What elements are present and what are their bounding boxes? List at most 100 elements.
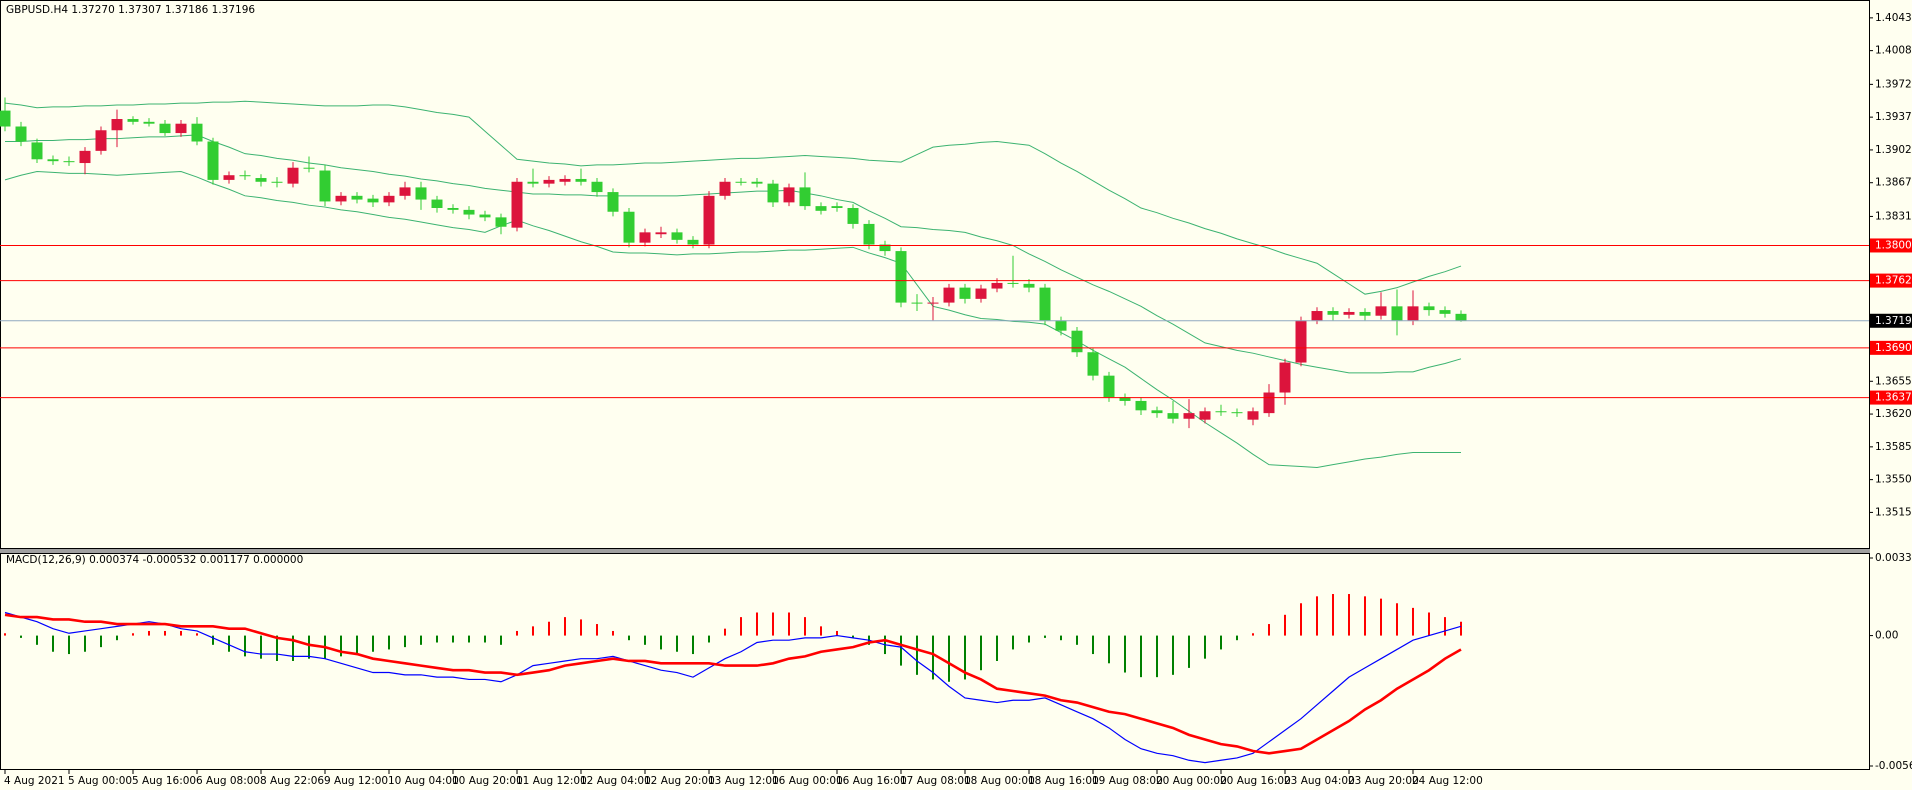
indicator-line [4,611,1462,764]
candle-body [1135,400,1147,411]
bollinger-middle [5,134,1462,374]
candle-body [1343,311,1355,315]
candle-body [1263,392,1275,414]
x-tick-label: 10 Aug 04:00 [388,775,459,787]
x-tick-label: 11 Aug 12:00 [516,775,587,787]
y-tick-label: 1.35500 [1875,474,1912,486]
candle-body [1151,410,1163,414]
candle-body [1119,397,1131,401]
candle-body [607,192,619,212]
x-tick-label: 12 Aug 20:00 [644,775,715,787]
candle-body [79,150,91,164]
candle-body [191,123,203,142]
x-tick-label: 4 Aug 2021 [4,775,65,787]
x-tick-label: 5 Aug 16:00 [132,775,196,787]
candle-body [927,302,939,304]
candle-body [1407,306,1419,321]
y-tick-label: 0.00336 [1875,552,1912,564]
level-label: 1.38000 [1875,239,1912,251]
candle-body [1023,283,1035,288]
chart-layer: 1.40430 1.40080 1.39720 1.39370 1.39020 1.386… [0,12,1912,787]
candle-body [975,288,987,299]
x-tick-label: 16 Aug 16:00 [836,775,907,787]
level-label: 1.36907 [1875,342,1912,354]
y-tick-label: 1.35850 [1875,441,1912,453]
candle-body [431,199,443,208]
y-tick-label: 1.36550 [1875,375,1912,387]
x-tick-label: 8 Aug 22:06 [260,775,324,787]
candle-body [463,209,475,215]
candle-body [255,178,267,182]
candle-body [0,110,11,127]
y-tick-label: 1.39020 [1875,144,1912,156]
candle-body [1039,287,1051,321]
candle-body [783,187,795,203]
candle-body [1327,311,1339,315]
main-panel-border [0,0,1870,549]
candle-body [1375,306,1387,316]
candle-body [831,206,843,208]
candle-body [479,214,491,218]
x-tick-label: 17 Aug 08:00 [900,775,971,787]
level-label-bg [1870,340,1912,355]
candle-body [751,181,763,184]
candle-body [959,287,971,299]
y-tick-label: 1.36200 [1875,408,1912,420]
candle-body [287,167,299,184]
candle-body [1103,375,1115,398]
y-tick-label: 1.40430 [1875,12,1912,24]
candle-body [527,181,539,184]
candle-body [1439,310,1451,314]
candle-body [1055,320,1067,331]
y-tick-label: 1.38310 [1875,210,1912,222]
candle-body [847,207,859,224]
candle-body [1215,411,1227,413]
candle-body [687,239,699,245]
candle-body [1391,306,1403,321]
x-tick-label: 19 Aug 08:00 [1092,775,1163,787]
x-tick-label: 20 Aug 00:00 [1156,775,1227,787]
candle-body [143,121,155,124]
x-tick-label: 10 Aug 20:00 [452,775,523,787]
panel-separator [0,549,1870,553]
x-tick-label: 6 Aug 08:00 [196,775,260,787]
candle-body [767,183,779,203]
candle-body [303,167,315,169]
candle-body [543,179,555,184]
candle-body [735,181,747,183]
candle-body [495,217,507,227]
candle-body [511,181,523,228]
candle-body [559,178,571,182]
y-tick-label: -0.005648 [1875,760,1912,772]
x-tick-label: 23 Aug 20:00 [1348,775,1419,787]
candle-body [719,181,731,196]
indicator-line [4,613,1462,755]
x-tick-label: 9 Aug 12:00 [324,775,388,787]
level-label: 1.36376 [1875,392,1912,404]
candle-body [991,282,1003,289]
candle-body [1247,411,1259,420]
candle-body [1311,311,1323,321]
candle-body [15,126,27,142]
candle-body [47,159,59,162]
candle-body [703,195,715,245]
candle-body [383,195,395,203]
candle-body [1423,306,1435,311]
price-label-bg [1870,313,1912,328]
bollinger-upper [4,100,1462,295]
candle-body [319,170,331,202]
y-tick-label: 0.00 [1875,630,1898,642]
candle-body [1071,330,1083,353]
candle-body [943,287,955,303]
candle-body [175,123,187,134]
macd-panel-border [0,553,1870,770]
candle-body [879,244,891,252]
x-tick-label: 12 Aug 04:00 [580,775,651,787]
candle-body [1231,412,1243,414]
candle-body [863,223,875,245]
candle-body [127,119,139,122]
candle-body [415,187,427,200]
candle-body [351,195,363,200]
candle-body [623,211,635,243]
